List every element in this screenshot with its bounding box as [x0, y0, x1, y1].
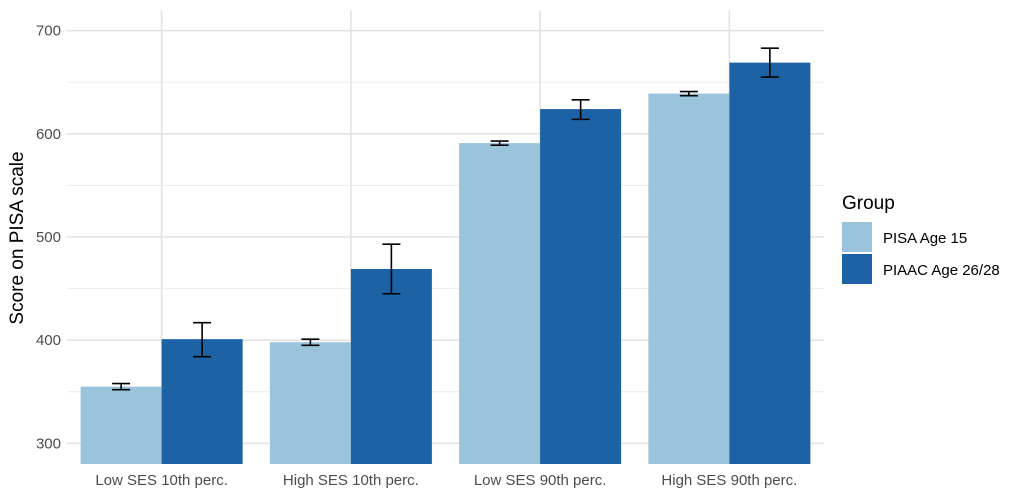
- bar-piaac-0: [161, 339, 243, 464]
- y-tick-label: 400: [36, 332, 61, 349]
- y-tick-label: 500: [36, 229, 61, 246]
- error-bar-pisa-0: [112, 382, 131, 391]
- legend-label: PIAAC Age 26/28: [883, 262, 1000, 279]
- bar-pisa-3: [648, 93, 730, 464]
- error-bar-piaac-0: [193, 321, 212, 358]
- legend: Group PISA Age 15 PIAAC Age 26/28: [842, 193, 1000, 284]
- x-tick-label: High SES 90th perc.: [661, 472, 797, 489]
- error-bar-piaac-3: [760, 47, 779, 78]
- x-axis-ticks: Low SES 10th perc. High SES 10th perc. Low…: [95, 472, 797, 489]
- error-bar-piaac-2: [571, 98, 590, 121]
- y-tick-label: 600: [36, 126, 61, 143]
- x-tick-label: Low SES 10th perc.: [95, 472, 228, 489]
- legend-item-piaac: PIAAC Age 26/28: [842, 254, 1000, 284]
- x-tick-label: Low SES 90th perc.: [474, 472, 607, 489]
- y-axis-ticks: 300 400 500 600 700: [36, 23, 61, 453]
- bar-pisa-2: [459, 143, 541, 464]
- legend-title: Group: [842, 193, 895, 214]
- y-tick-label: 700: [36, 23, 61, 40]
- x-tick-label: High SES 10th perc.: [283, 472, 419, 489]
- bar-piaac-3: [729, 62, 811, 464]
- legend-swatch: [842, 254, 872, 284]
- bar-piaac-2: [540, 109, 622, 465]
- bar-pisa-0: [80, 386, 162, 464]
- legend-swatch: [842, 222, 872, 252]
- error-bar-pisa-3: [679, 90, 698, 97]
- bar-pisa-1: [269, 342, 351, 464]
- error-bar-pisa-2: [490, 140, 509, 146]
- legend-item-pisa: PISA Age 15: [842, 222, 967, 252]
- y-axis-title: Score on PISA scale: [7, 151, 28, 324]
- bar-piaac-1: [350, 268, 432, 464]
- error-bar-piaac-1: [382, 243, 401, 295]
- y-tick-label: 300: [36, 435, 61, 452]
- legend-label: PISA Age 15: [883, 230, 967, 247]
- error-bars: [112, 47, 779, 391]
- error-bar-pisa-1: [301, 338, 320, 347]
- bars: [80, 62, 811, 465]
